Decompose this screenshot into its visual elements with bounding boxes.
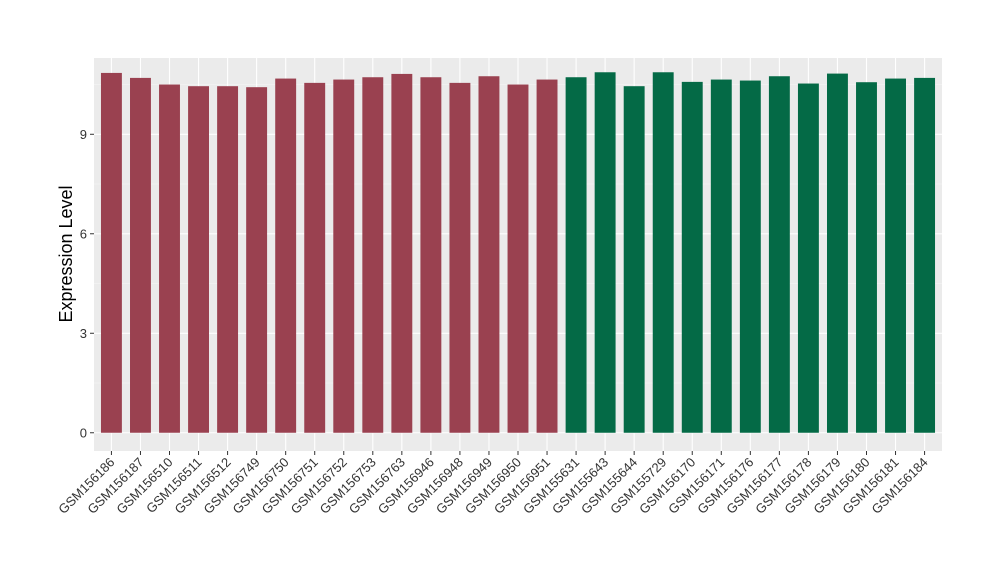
bar [768,76,790,433]
bar [391,73,413,433]
y-tick-label: 9 [80,127,87,142]
bar [914,77,936,433]
bar [710,79,732,433]
y-tick-label: 0 [80,425,87,440]
bar [217,86,239,433]
bar [536,79,558,433]
bar [652,72,674,433]
bar [362,77,384,433]
bar [856,82,877,433]
bar [797,83,819,433]
y-axis: 0 3 6 9 [80,127,94,440]
bar [420,77,442,433]
bar [449,82,471,433]
bar [565,77,587,433]
bar [739,80,761,433]
x-axis: GSM156186GSM156187GSM156510GSM156511GSM1… [55,451,931,517]
bar [623,86,645,433]
bar [594,72,616,433]
y-tick-label: 6 [80,226,87,241]
bar [681,81,703,433]
bar [159,84,180,433]
bar [275,78,297,433]
bar [826,73,848,433]
y-tick-label: 3 [80,326,87,341]
bar [507,84,529,433]
bar [188,86,210,433]
bar [304,82,326,433]
bars [100,72,936,433]
bar [885,78,906,433]
bar [333,79,355,433]
bar [100,72,122,433]
bar [130,77,151,433]
bar [246,87,268,433]
y-axis-title: Expression Level [56,185,76,322]
bar [478,76,500,433]
